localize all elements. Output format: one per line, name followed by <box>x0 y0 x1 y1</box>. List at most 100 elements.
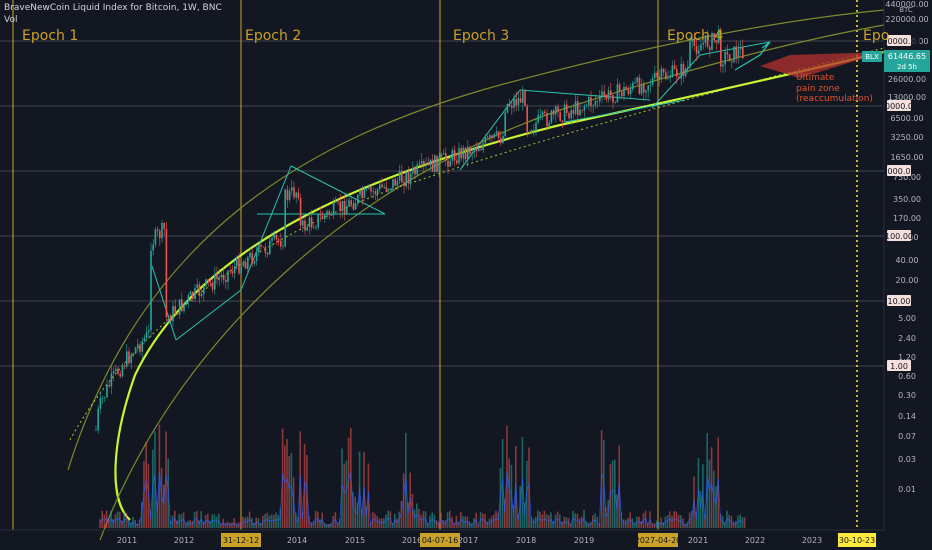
candle-body <box>645 90 647 93</box>
trend-line <box>564 99 686 123</box>
volume-bar <box>490 516 493 528</box>
candle-body <box>409 173 412 184</box>
time-axis[interactable]: 2011 2012 2014 2015 2016 2017 2018 2019 2021 2022… <box>0 529 884 547</box>
candle-body <box>423 161 425 165</box>
candle-body <box>438 157 440 173</box>
volume-bar <box>493 514 495 528</box>
volume-bar <box>413 509 416 528</box>
volume-bar <box>301 511 304 528</box>
candle-body <box>99 398 102 409</box>
candle-body <box>735 46 737 58</box>
candle-body <box>489 135 491 138</box>
candle-body <box>198 284 201 296</box>
candle-body <box>486 136 489 138</box>
candle-body <box>469 146 471 155</box>
volume-bar <box>464 516 466 528</box>
candle-body <box>117 368 119 375</box>
candle-body <box>649 84 652 86</box>
candle-body <box>660 68 663 79</box>
price-axis[interactable]: 440000.00 220000.00 100000.00 26000.00 13000… <box>862 0 930 530</box>
volume-ma-line <box>99 471 745 528</box>
candle-body <box>445 153 447 161</box>
candle-body <box>724 51 726 65</box>
candle-body <box>684 68 687 77</box>
candle-body <box>346 206 348 215</box>
candle-body <box>145 331 148 338</box>
candle-body <box>528 131 531 134</box>
volume-bar <box>728 514 730 528</box>
candle-body <box>313 227 315 229</box>
candle-body <box>172 306 174 322</box>
year-tick-label: 2016 <box>402 536 422 545</box>
candle-body <box>717 30 720 43</box>
candle-body <box>167 315 170 318</box>
candle-body <box>414 167 416 175</box>
candle-body <box>262 246 264 248</box>
candle-body <box>535 122 537 131</box>
epoch-label: Epoch 2 <box>245 28 301 44</box>
candle-body <box>458 148 460 164</box>
level-price-badge <box>887 295 911 306</box>
candle-body <box>220 274 223 277</box>
candle-body <box>737 49 740 58</box>
volume-bar <box>616 494 618 528</box>
volume-bar <box>244 517 246 528</box>
volume-bar <box>699 490 702 528</box>
price-tick-label: 20.00 <box>896 276 919 285</box>
candle-body <box>731 61 733 63</box>
candle-body <box>104 397 106 398</box>
candle-body <box>559 112 561 121</box>
volume-bar <box>523 502 526 528</box>
year-tick-label: 2022 <box>745 536 765 545</box>
candle-body <box>687 67 689 69</box>
volume-bar <box>374 513 376 528</box>
candle-body <box>163 223 165 229</box>
candle-body <box>495 131 498 134</box>
candle-body <box>695 46 698 54</box>
volume-bar <box>497 512 499 528</box>
candle-body <box>548 122 550 127</box>
candle-body <box>513 99 515 108</box>
candle-body <box>209 281 212 283</box>
candle-body <box>249 252 251 258</box>
level-price-text: 10000.00 <box>880 102 918 111</box>
price-tick-label: 3250.00 <box>890 133 923 142</box>
volume-bar <box>530 516 532 528</box>
candle-body <box>720 30 722 67</box>
volume-bar <box>517 514 519 528</box>
level-price-text: 1.00 <box>890 362 908 371</box>
candle-body <box>398 171 401 181</box>
epoch-labels: Epoch 1 Epoch 2 Epoch 3 Epoch 4 Epo <box>22 28 889 44</box>
candle-body <box>185 301 187 304</box>
volume-indicator-label[interactable]: Vol <box>4 15 18 25</box>
candle-body <box>425 163 427 165</box>
level-price-badge <box>887 100 911 111</box>
candle-body <box>286 189 289 200</box>
epoch-label: Epoch 3 <box>453 28 509 44</box>
volume-bar <box>387 510 389 528</box>
volume-bar <box>160 468 163 528</box>
candle-body <box>227 270 229 283</box>
epoch-label: Epoch 4 <box>667 28 723 44</box>
year-tick-label: 2014 <box>287 536 307 545</box>
candle-body <box>203 285 205 294</box>
candle-body <box>711 33 713 50</box>
candle-body <box>636 77 638 83</box>
candle-body <box>324 215 326 220</box>
candle-body <box>370 187 372 192</box>
symbol-title[interactable]: BraveNewCoin Liquid Index for Bitcoin, 1… <box>4 3 222 13</box>
candle-body <box>733 46 735 63</box>
candle-body <box>605 96 608 100</box>
volume-bar <box>666 515 669 528</box>
volume-bar <box>622 519 625 528</box>
candle-body <box>709 47 711 50</box>
candle-body <box>436 155 438 173</box>
volume-bar <box>719 513 722 528</box>
candle-body <box>533 130 535 131</box>
volume-bar <box>607 500 609 528</box>
candle-body <box>332 202 335 216</box>
volume-bar <box>433 514 436 528</box>
candle-body <box>539 114 542 116</box>
candle-body <box>418 163 421 165</box>
